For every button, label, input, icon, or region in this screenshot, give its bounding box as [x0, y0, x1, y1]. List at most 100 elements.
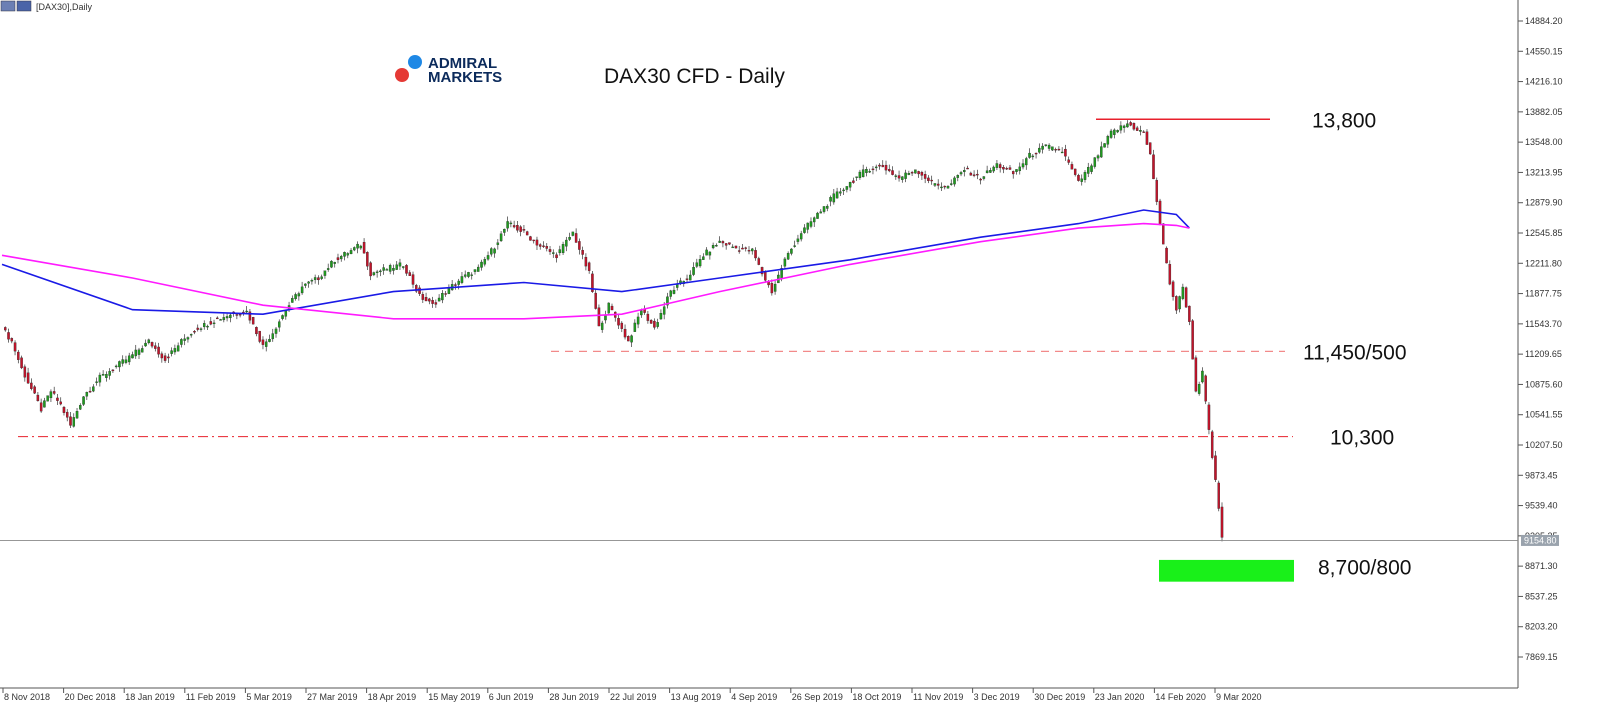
candle-body	[685, 278, 689, 280]
last-price-marker: 9154.80	[0, 534, 1559, 546]
candle-body	[943, 185, 946, 188]
x-tick-label: 18 Oct 2019	[852, 692, 901, 702]
candle-body	[395, 264, 398, 270]
candle-body	[1171, 281, 1175, 297]
candle-body	[271, 333, 274, 340]
candle-body	[868, 171, 871, 173]
candle-body	[1051, 146, 1054, 151]
y-tick-label: 10541.55	[1525, 410, 1563, 420]
y-tick-label: 7869.15	[1525, 652, 1558, 662]
candle-body	[258, 330, 261, 342]
x-tick-label: 30 Dec 2019	[1034, 692, 1085, 702]
candle-body	[1162, 223, 1165, 245]
candle-body	[183, 338, 186, 341]
target-box-8700	[1159, 559, 1294, 582]
candle-body	[1090, 165, 1093, 172]
candle-body	[486, 255, 490, 260]
candle-body	[219, 319, 222, 321]
candle-body	[1168, 264, 1172, 285]
candle-body	[812, 217, 816, 223]
candle-body	[4, 327, 7, 331]
candle-body	[441, 293, 444, 301]
candle-body	[894, 175, 898, 177]
candle-body	[529, 236, 532, 241]
candle-body	[353, 247, 356, 251]
candle-body	[1038, 147, 1041, 153]
y-tick-label: 9539.40	[1525, 501, 1558, 511]
window-icon-2	[16, 0, 32, 12]
candle-body	[467, 272, 470, 277]
window-icon	[0, 0, 16, 12]
candle-body	[711, 244, 715, 249]
candle-body	[914, 169, 917, 174]
candle-body	[1181, 286, 1185, 299]
y-tick-label: 14884.20	[1525, 16, 1563, 26]
candle-body	[388, 265, 392, 272]
moving-average-magenta	[1, 222, 1190, 320]
candle-body	[698, 259, 702, 267]
candle-body	[291, 298, 294, 303]
candle-body	[656, 322, 659, 327]
y-tick-label: 13548.00	[1525, 137, 1563, 147]
candle-body	[636, 316, 640, 325]
candle-body	[927, 177, 930, 181]
candle-body	[7, 332, 10, 340]
candle-body	[930, 179, 933, 182]
candle-body	[574, 233, 578, 243]
candle-body	[349, 250, 353, 255]
candle-body	[809, 221, 813, 227]
candle-body	[633, 322, 637, 332]
candle-body	[189, 334, 193, 336]
candle-body	[1113, 129, 1116, 135]
candle-body	[144, 342, 147, 347]
candle-body	[131, 354, 134, 359]
candle-body	[284, 310, 288, 317]
candle-body	[490, 248, 493, 255]
candle-body	[245, 310, 248, 313]
candle-body	[571, 231, 575, 236]
candle-body	[340, 256, 343, 260]
candle-body	[421, 294, 425, 300]
candle-body	[105, 374, 108, 378]
candle-body	[56, 397, 59, 401]
x-tick-label: 14 Feb 2020	[1155, 692, 1206, 702]
x-tick-label: 26 Sep 2019	[792, 692, 843, 702]
y-axis-ticks: 14884.20 14550.15 14216.10 13882.05 13548.00…	[1518, 16, 1563, 662]
candle-body	[940, 186, 943, 189]
candle-body	[1057, 148, 1061, 151]
candle-body	[52, 391, 56, 394]
x-tick-label: 18 Apr 2019	[368, 692, 417, 702]
candle-body	[127, 355, 131, 363]
window-header: [DAX30],Daily	[0, 0, 93, 12]
x-tick-label: 23 Jan 2020	[1095, 692, 1145, 702]
candle-body	[405, 265, 408, 274]
y-tick-label: 8203.20	[1525, 622, 1558, 632]
y-tick-label: 14550.15	[1525, 46, 1563, 56]
candle-body	[1142, 131, 1145, 133]
candle-body	[1002, 167, 1005, 170]
candle-body	[584, 256, 588, 267]
candle-body	[966, 167, 969, 170]
candle-body	[30, 382, 33, 389]
candle-body	[209, 321, 213, 325]
candle-body	[542, 245, 545, 247]
candle-body	[1077, 175, 1080, 181]
candle-body	[154, 345, 157, 349]
y-tick-label: 10875.60	[1525, 379, 1563, 389]
y-tick-label: 12545.85	[1525, 228, 1563, 238]
candle-body	[13, 342, 17, 352]
candle-body	[95, 381, 98, 383]
candle-body	[43, 400, 46, 408]
candle-body	[816, 212, 819, 219]
candle-body	[969, 172, 973, 176]
candle-body	[933, 183, 937, 186]
candle-body	[799, 233, 803, 240]
candle-body	[382, 267, 385, 271]
candle-body	[300, 286, 304, 294]
candle-body	[88, 390, 92, 393]
candle-body	[858, 171, 862, 178]
candle-body	[819, 211, 823, 214]
candle-body	[69, 416, 72, 426]
candle-body	[229, 314, 232, 319]
